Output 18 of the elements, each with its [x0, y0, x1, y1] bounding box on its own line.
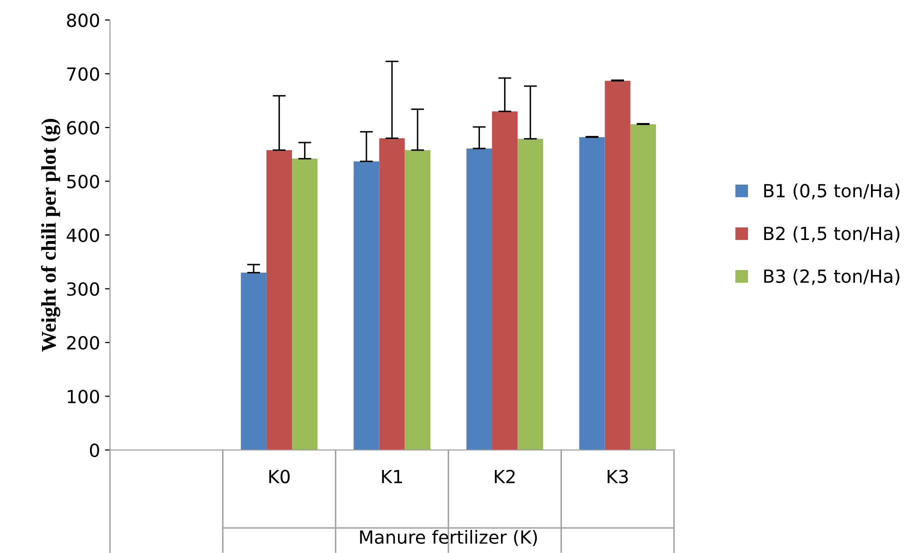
x-tick-label: K3 [608, 470, 628, 484]
y-axis-title: Weight of chili per plot (g) [40, 118, 60, 352]
legend-label: B1 (0,5 ton/Ha) [764, 184, 900, 200]
y-tick-label: 600 [67, 120, 100, 135]
y-tick-label: 400 [66, 228, 100, 242]
x-tick-label: K0 [269, 470, 290, 484]
legend-label: B2 (1,5 ton/Ha) [764, 226, 900, 242]
x-tick-label: K1 [382, 470, 402, 484]
x-tick-label: K2 [494, 470, 515, 484]
y-tick-label: 300 [67, 282, 100, 296]
legend-label: B3 (2,5 ton/Ha) [764, 269, 900, 286]
x-axis-title: Manure fertilizer (K) [360, 530, 537, 546]
y-tick-label: 700 [67, 67, 100, 81]
y-tick-label: 200 [67, 336, 100, 350]
y-tick-label: 0 [90, 443, 100, 458]
y-tick-label: 100 [68, 390, 100, 404]
y-tick-label: 500 [67, 174, 100, 188]
y-tick-label: 800 [67, 13, 100, 28]
